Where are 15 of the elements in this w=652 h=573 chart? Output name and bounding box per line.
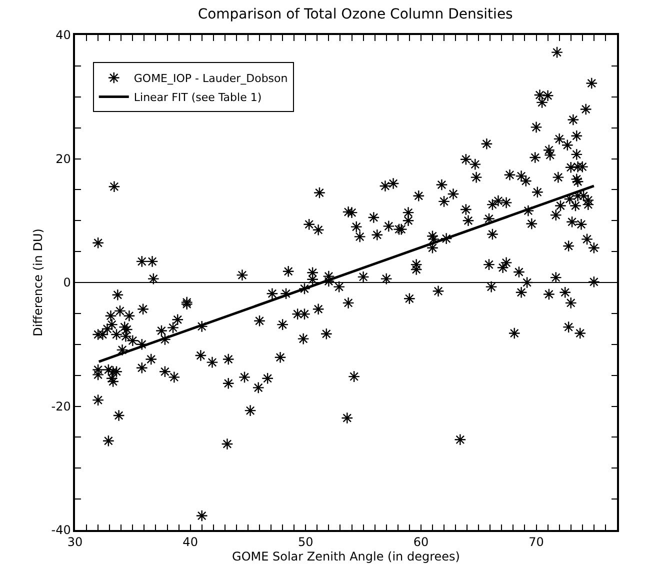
y-tick-label: 20 — [56, 152, 71, 166]
legend-label: GOME_IOP - Lauder_Dobson — [134, 72, 288, 86]
chart-title: Comparison of Total Ozone Column Densities — [198, 6, 513, 22]
y-tick-label: 0 — [63, 276, 71, 290]
y-axis-title: Difference (in DU) — [31, 228, 46, 336]
x-axis-title: GOME Solar Zenith Angle (in degrees) — [232, 550, 460, 564]
x-tick-label: 30 — [67, 535, 83, 550]
y-tick-label: -20 — [51, 399, 71, 414]
x-tick-label: 50 — [298, 535, 314, 550]
legend-label: Linear FIT (see Table 1) — [134, 91, 262, 104]
y-tick-label: 40 — [56, 28, 71, 42]
x-tick-label: 70 — [528, 535, 544, 550]
y-tick-label: -40 — [51, 523, 71, 538]
x-tick-label: 40 — [182, 535, 198, 550]
x-tick-label: 60 — [413, 535, 429, 550]
